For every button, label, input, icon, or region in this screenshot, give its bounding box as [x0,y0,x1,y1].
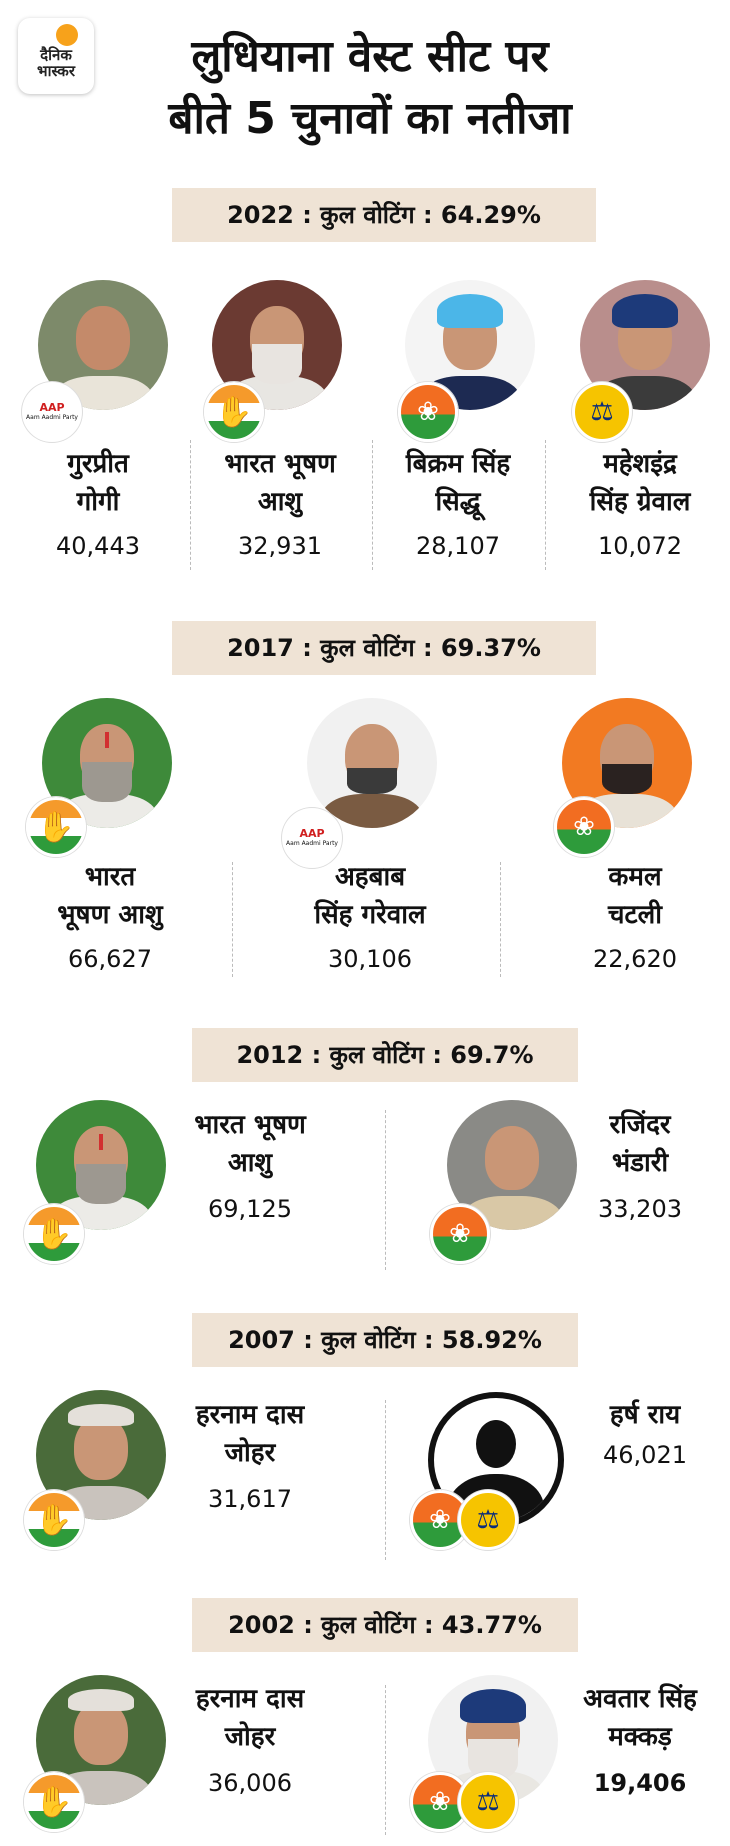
sad-scale-icon: ⚖ [458,1772,518,1832]
candidate-name: बिक्रम सिंह सिद्धू [405,449,511,517]
dainik-bhaskar-logo: दैनिक भास्कर [18,18,94,94]
column-divider [545,440,546,570]
candidate-photo [580,280,710,410]
candidate-name: हर्ष राय [609,1400,681,1430]
column-divider [232,862,233,977]
candidate-name: अवतार सिंह मक्कड़ [583,1684,697,1752]
candidate-votes: 28,107 [416,532,500,560]
candidate-name: भारत भूषण आशु [194,1110,306,1178]
section-heading-2017: 2017 : कुल वोटिंग : 69.37% [172,621,596,675]
candidate-photo [562,698,692,828]
candidate-name: भारत भूषण आशु [57,862,163,930]
sad-scale-icon: ⚖ [458,1490,518,1550]
candidate-votes: 19,406 [593,1769,687,1797]
column-divider [190,440,191,570]
candidate-name: गुरप्रीत गोगी [67,449,129,517]
candidate-votes: 30,106 [328,945,412,973]
candidate-name: हरनाम दास जोहर [195,1684,305,1752]
candidate-name: भारत भूषण आशु [224,449,336,517]
congress-hand-icon: ✋ [204,382,264,442]
bjp-lotus-icon: ❀ [554,797,614,857]
aap-logo-icon: AAP Aam Aadmi Party [22,382,82,442]
sun-icon [56,24,78,46]
candidate-votes: 10,072 [598,532,682,560]
candidate-votes: 32,931 [238,532,322,560]
bjp-lotus-icon: ❀ [410,1490,470,1550]
bjp-lotus-icon: ❀ [398,382,458,442]
page-title: लुधियाना वेस्ट सीट पर बीते 5 चुनावों का … [168,31,572,144]
column-divider [385,1685,386,1835]
bjp-lotus-icon: ❀ [430,1204,490,1264]
logo-text: दैनिक भास्कर [37,46,75,80]
candidate-votes: 66,627 [68,945,152,973]
section-heading-2007: 2007 : कुल वोटिंग : 58.92% [192,1313,578,1367]
candidate-votes: 36,006 [208,1769,292,1797]
congress-hand-icon: ✋ [24,1490,84,1550]
column-divider [385,1110,386,1270]
candidate-name: महेशइंद्र सिंह ग्रेवाल [589,449,691,517]
candidate-votes: 33,203 [598,1195,682,1223]
congress-hand-icon: ✋ [24,1204,84,1264]
candidate-photo [307,698,437,828]
congress-hand-icon: ✋ [26,797,86,857]
candidate-votes: 69,125 [208,1195,292,1223]
aap-logo-icon: AAP Aam Aadmi Party [282,808,342,868]
candidate-name: रजिंदर भंडारी [609,1110,671,1178]
congress-hand-icon: ✋ [24,1772,84,1832]
section-heading-2022: 2022 : कुल वोटिंग : 64.29% [172,188,596,242]
column-divider [385,1400,386,1560]
section-heading-2002: 2002 : कुल वोटिंग : 43.77% [192,1598,578,1652]
candidate-name: अहबाब सिंह गरेवाल [314,862,426,930]
column-divider [372,440,373,570]
sad-scale-icon: ⚖ [572,382,632,442]
column-divider [500,862,501,977]
candidate-votes: 31,617 [208,1485,292,1513]
section-heading-2012: 2012 : कुल वोटिंग : 69.7% [192,1028,578,1082]
candidate-name: कमल चटली [608,862,662,930]
candidate-votes: 40,443 [56,532,140,560]
candidate-votes: 46,021 [603,1441,687,1469]
candidate-name: हरनाम दास जोहर [195,1400,305,1468]
candidate-votes: 22,620 [593,945,677,973]
